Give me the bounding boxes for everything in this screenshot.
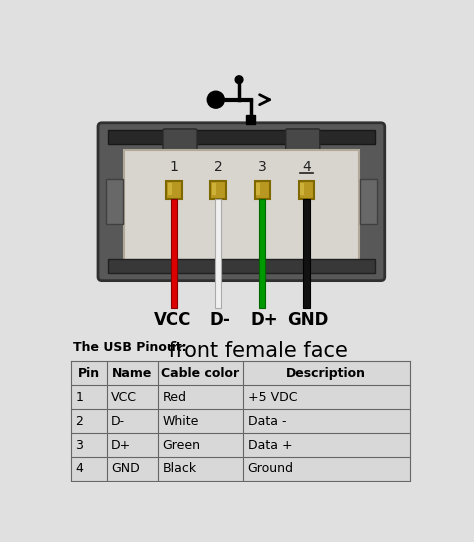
Text: 4: 4 xyxy=(302,160,311,173)
Bar xyxy=(300,183,304,195)
Bar xyxy=(246,115,255,124)
Circle shape xyxy=(235,76,243,83)
Text: The USB Pinout:: The USB Pinout: xyxy=(73,341,187,354)
Text: VCC: VCC xyxy=(111,391,137,404)
Bar xyxy=(108,259,374,273)
Text: White: White xyxy=(162,415,199,428)
Bar xyxy=(259,199,265,308)
Bar xyxy=(166,180,182,199)
Text: Green: Green xyxy=(162,438,201,451)
Text: D-: D- xyxy=(209,312,230,330)
Bar xyxy=(212,183,216,195)
Text: 1: 1 xyxy=(75,391,83,404)
Text: D+: D+ xyxy=(250,312,278,330)
Text: 2: 2 xyxy=(214,160,222,173)
Text: front female face: front female face xyxy=(162,341,348,360)
Text: Name: Name xyxy=(112,367,152,380)
Text: D-: D- xyxy=(111,415,125,428)
Bar xyxy=(171,199,177,308)
Text: 2: 2 xyxy=(75,415,83,428)
Bar xyxy=(299,180,314,199)
FancyBboxPatch shape xyxy=(163,129,197,155)
Text: Description: Description xyxy=(286,367,366,380)
Bar xyxy=(256,183,260,195)
Text: Pin: Pin xyxy=(78,367,100,380)
Text: GND: GND xyxy=(111,462,140,475)
FancyBboxPatch shape xyxy=(286,129,320,155)
Text: 4: 4 xyxy=(75,462,83,475)
Text: 3: 3 xyxy=(75,438,83,451)
Text: Cable color: Cable color xyxy=(161,367,239,380)
Bar xyxy=(255,180,270,199)
Circle shape xyxy=(207,91,224,108)
Text: D+: D+ xyxy=(111,438,131,451)
Text: +5 VDC: +5 VDC xyxy=(247,391,297,404)
Text: Data +: Data + xyxy=(247,438,292,451)
Text: Black: Black xyxy=(162,462,196,475)
Bar xyxy=(303,199,310,308)
Text: Red: Red xyxy=(162,391,186,404)
Bar xyxy=(210,180,226,199)
Text: VCC: VCC xyxy=(154,312,191,330)
Text: Data -: Data - xyxy=(247,415,286,428)
Text: 3: 3 xyxy=(258,160,267,173)
Bar xyxy=(124,150,359,263)
Bar xyxy=(71,362,410,481)
Text: Ground: Ground xyxy=(247,462,293,475)
FancyBboxPatch shape xyxy=(98,123,385,281)
Bar xyxy=(108,131,374,144)
Bar xyxy=(360,179,377,224)
Text: GND: GND xyxy=(287,312,328,330)
Bar xyxy=(106,179,123,224)
Bar xyxy=(168,183,172,195)
Bar xyxy=(215,199,221,308)
Text: 1: 1 xyxy=(170,160,178,173)
